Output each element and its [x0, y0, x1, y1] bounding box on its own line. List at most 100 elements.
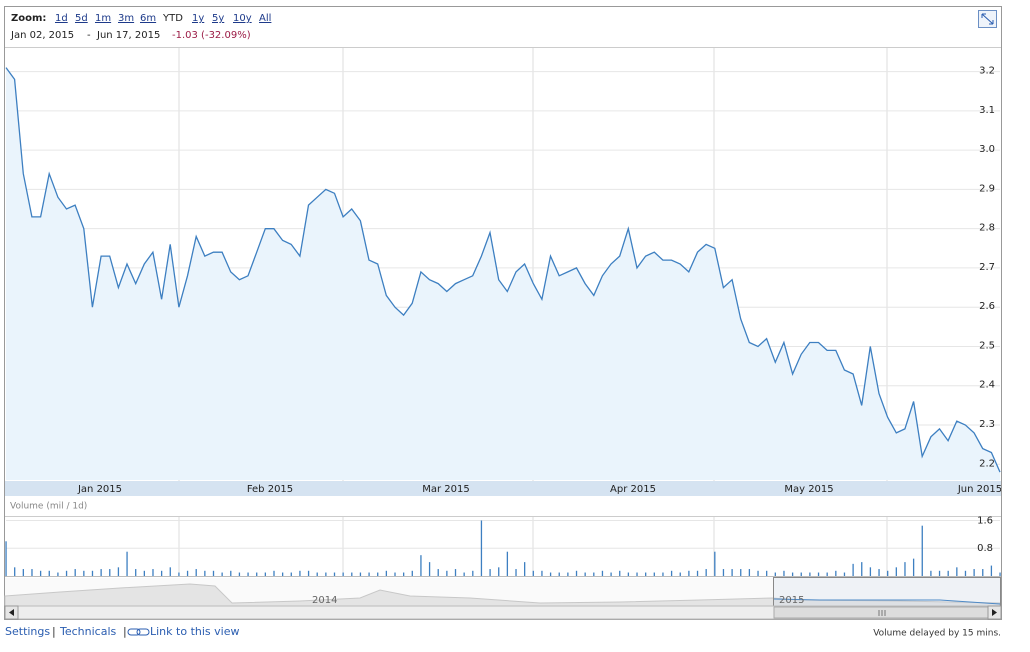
navigator-label: 2015	[779, 595, 804, 606]
volume-bar	[307, 570, 310, 576]
volume-bar	[368, 572, 370, 576]
y-tick-label: 2.4	[979, 380, 995, 391]
navigator-label: 2014	[312, 595, 337, 606]
zoom-option[interactable]: 3m	[118, 13, 134, 24]
volume-bar	[956, 567, 958, 576]
volume-bar	[403, 572, 405, 576]
x-tick-label: Jan 2015	[77, 484, 122, 495]
volume-title: Volume (mil / 1d)	[10, 502, 87, 512]
volume-bar	[290, 572, 292, 576]
divider	[5, 47, 1001, 48]
x-tick-label: May 2015	[784, 484, 833, 495]
volume-bar	[221, 572, 223, 576]
volume-bar	[610, 572, 612, 576]
volume-bar	[14, 567, 16, 576]
volume-bar	[731, 569, 733, 576]
navigator-line	[773, 598, 1001, 605]
y-tick-label: 2.9	[979, 183, 995, 194]
volume-bar	[653, 572, 655, 576]
volume-bar	[5, 541, 7, 576]
volume-bar	[688, 570, 690, 576]
link-icon	[127, 628, 150, 636]
technicals-link[interactable]: Technicals	[59, 625, 117, 638]
range-change: -1.03 (-32.09%)	[172, 30, 251, 41]
zoom-option[interactable]: 1d	[55, 13, 68, 24]
zoom-option[interactable]: 1y	[192, 13, 204, 24]
volume-bar	[541, 570, 543, 576]
y-tick-label: 2.5	[979, 340, 995, 351]
volume-bar	[333, 572, 336, 576]
volume-bar	[325, 572, 327, 576]
volume-bar	[169, 567, 171, 576]
volume-bar	[826, 572, 828, 576]
volume-bar	[117, 567, 120, 576]
volume-bar	[91, 570, 94, 576]
x-axis-band	[5, 481, 1001, 496]
volume-bar	[281, 572, 284, 576]
navigator-window[interactable]	[773, 577, 1001, 607]
volume-bar	[887, 570, 889, 576]
range-start: Jan 02, 2015	[10, 30, 74, 41]
volume-bar	[65, 570, 68, 576]
settings-link[interactable]: Settings	[5, 625, 50, 638]
volume-bar	[515, 569, 517, 576]
volume-bar	[757, 570, 759, 576]
volume-bar	[420, 555, 422, 576]
volume-bar	[930, 570, 932, 576]
y-tick-label: 2.7	[979, 262, 995, 273]
x-tick-label: Mar 2015	[422, 484, 470, 495]
volume-bar	[273, 570, 275, 576]
volume-bar	[480, 520, 483, 576]
volume-bar	[230, 570, 232, 576]
volume-bar	[100, 569, 102, 576]
zoom-option[interactable]: 1m	[95, 13, 111, 24]
volume-bar	[947, 570, 949, 576]
navigator-area	[4, 583, 1001, 607]
volume-bar	[740, 569, 742, 576]
volume-bar	[428, 562, 431, 576]
volume-bar	[532, 570, 534, 576]
volume-bar	[861, 562, 863, 576]
volume-bar	[109, 569, 111, 576]
zoom-option[interactable]: 10y	[233, 13, 252, 24]
volume-bar	[446, 570, 448, 576]
volume-bar	[126, 551, 128, 576]
zoom-option[interactable]: 5y	[212, 13, 224, 24]
separator: |	[123, 625, 127, 638]
volume-bar	[394, 572, 396, 576]
volume-bar	[57, 572, 59, 576]
volume-bar	[264, 572, 267, 576]
arrow	[9, 609, 14, 616]
link-to-view[interactable]: Link to this view	[150, 625, 239, 638]
x-tick-label: Jun 2015	[957, 484, 1002, 495]
fullscreen-icon	[981, 13, 994, 25]
volume-bar	[670, 570, 673, 576]
volume-bar	[454, 569, 457, 576]
y-tick-label: 0.8	[977, 543, 993, 554]
volume-bar	[817, 572, 820, 576]
volume-bar	[895, 567, 897, 576]
volume-bar	[48, 570, 50, 576]
grip	[878, 610, 886, 616]
y-tick-label: 3.2	[979, 66, 995, 77]
volume-bar	[385, 570, 388, 576]
volume-bar	[791, 572, 794, 576]
volume-bar	[575, 570, 578, 576]
volume-bar	[316, 572, 318, 576]
volume-bar	[584, 572, 586, 576]
volume-bar	[204, 570, 206, 576]
volume-bar	[299, 570, 301, 576]
price-area	[6, 67, 1000, 480]
volume-bar	[22, 569, 24, 576]
y-tick-label: 1.6	[977, 515, 993, 526]
volume-bar	[498, 567, 500, 576]
volume-bar	[766, 570, 768, 576]
zoom-option[interactable]: 5d	[75, 13, 88, 24]
zoom-option[interactable]: All	[259, 13, 271, 24]
zoom-option[interactable]: 6m	[140, 13, 156, 24]
volume-bar	[152, 569, 154, 576]
volume-bar	[247, 572, 249, 576]
volume-bar	[359, 572, 362, 576]
volume-bar	[800, 572, 802, 576]
